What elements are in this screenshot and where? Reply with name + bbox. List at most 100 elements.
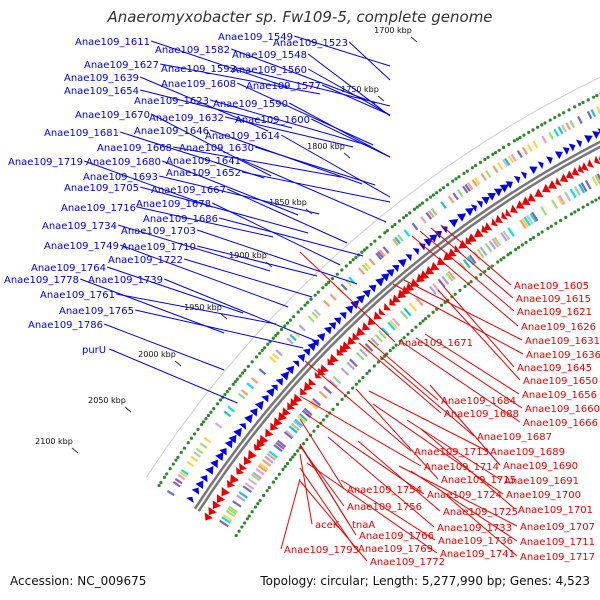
inner-feature-bar	[479, 246, 488, 256]
forward-gene-label: Anae109_1549	[218, 32, 293, 43]
gc-content-dot	[335, 402, 340, 406]
plus-gene-arrow	[280, 371, 290, 381]
forward-leader-line	[307, 68, 391, 116]
gc-skew-dot	[465, 169, 469, 173]
plus-gene-arrow	[386, 269, 395, 277]
gc-content-dot	[271, 480, 276, 484]
forward-leader-line	[310, 118, 391, 158]
gc-skew-dot	[279, 327, 284, 332]
gc-skew-dot	[199, 422, 204, 427]
forward-gene-label: Anae109_1681	[44, 128, 119, 139]
inner-feature-bar	[276, 439, 287, 448]
outer-feature-bar	[553, 128, 560, 137]
gc-content-dot	[528, 237, 533, 242]
outer-feature-bar	[358, 267, 366, 275]
gc-content-dot	[281, 467, 285, 472]
reverse-leader-line	[446, 495, 518, 557]
reverse-leader-line	[437, 289, 521, 381]
reverse-gene-label: Anae109_1626	[521, 322, 596, 333]
gc-content-dot	[265, 489, 269, 493]
scale-tick	[71, 447, 79, 454]
outer-feature-bar	[307, 315, 315, 323]
forward-gene-label: Anae109_1608	[161, 79, 236, 90]
minus-gene-arrow	[226, 479, 236, 488]
inner-feature-bar	[257, 464, 268, 473]
forward-gene-label: Anae109_1716	[61, 203, 136, 214]
outer-feature-bar	[456, 189, 464, 197]
plus-gene-arrow	[275, 378, 284, 386]
forward-leader-line	[164, 278, 317, 342]
gc-skew-dot	[478, 160, 482, 164]
outer-feature-bar	[174, 477, 183, 485]
inner-feature-bar	[540, 206, 548, 216]
outer-feature-bar	[565, 122, 571, 131]
reverse-leader-line	[410, 470, 518, 542]
gc-skew-dot	[438, 188, 442, 192]
gc-skew-dot	[240, 371, 245, 375]
inner-feature-bar	[462, 259, 471, 269]
plus-gene-arrow	[186, 496, 194, 503]
gc-skew-dot	[393, 222, 397, 227]
minus-gene-arrow	[347, 336, 357, 345]
plus-gene-arrow	[205, 465, 214, 475]
plus-gene-arrow	[597, 128, 600, 134]
minus-gene-arrow	[320, 364, 329, 373]
plus-gene-arrow	[429, 234, 438, 243]
minus-gene-arrow	[559, 173, 569, 183]
minus-gene-arrow	[239, 463, 248, 471]
gc-content-dot	[490, 264, 494, 268]
reverse-gene-label: Anae109_1656	[522, 390, 597, 401]
inner-feature-bar	[303, 407, 313, 416]
minus-gene-arrow	[300, 387, 308, 396]
minus-gene-arrow	[555, 177, 562, 187]
plus-gene-arrow	[441, 226, 448, 234]
inner-feature-bar	[255, 467, 265, 476]
inner-feature-bar	[529, 212, 537, 223]
gc-skew-dot	[228, 387, 232, 391]
plus-gene-arrow	[375, 277, 385, 287]
inner-feature-bar	[468, 254, 477, 264]
reverse-leader-line	[443, 286, 515, 368]
gc-content-dot	[286, 461, 290, 466]
outer-feature-bar	[272, 352, 280, 360]
gc-skew-dot	[274, 333, 278, 338]
reverse-leader-line	[280, 478, 301, 550]
outer-feature-bar	[269, 356, 277, 364]
plus-gene-arrow	[418, 243, 426, 251]
inner-feature-bar	[569, 188, 577, 199]
forward-gene-label: Anae109_1734	[42, 221, 117, 232]
gc-skew-dot	[536, 125, 540, 129]
reverse-leader-line	[355, 388, 439, 480]
plus-gene-arrow	[292, 360, 300, 368]
forward-gene-label: Anae109_1761	[40, 290, 115, 301]
gc-content-dot	[367, 369, 372, 373]
gc-content-dot	[499, 258, 503, 262]
forward-leader-line	[307, 53, 391, 117]
gc-skew-dot	[434, 191, 439, 195]
plus-gene-arrow	[592, 131, 600, 140]
gc-skew-dot	[162, 475, 166, 479]
gc-content-dot	[410, 329, 414, 333]
gc-skew-dot	[522, 133, 526, 137]
gc-skew-dot	[288, 318, 293, 322]
outer-feature-bar	[492, 165, 499, 174]
outer-feature-bar	[237, 392, 246, 400]
inner-feature-bar	[578, 183, 586, 194]
forward-leader-line	[236, 82, 374, 146]
gc-content-dot	[256, 502, 260, 506]
outer-feature-bar	[246, 382, 254, 390]
gc-content-dot	[576, 208, 581, 212]
reverse-gene-label: Anae109_1769	[358, 544, 433, 555]
plus-gene-arrow	[261, 395, 269, 403]
gc-skew-dot	[215, 402, 220, 406]
inner-feature-bar	[476, 248, 485, 259]
inner-feature-bar	[266, 452, 276, 461]
forward-leader-line	[237, 67, 391, 107]
inner-feature-bar	[493, 236, 502, 247]
gc-content-dot	[546, 226, 550, 230]
gc-content-dot	[293, 452, 297, 456]
forward-gene-label: Anae109_1710	[121, 242, 196, 253]
plus-gene-arrow	[228, 434, 237, 444]
plus-gene-arrow	[487, 192, 496, 201]
inner-feature-bar	[238, 491, 248, 499]
